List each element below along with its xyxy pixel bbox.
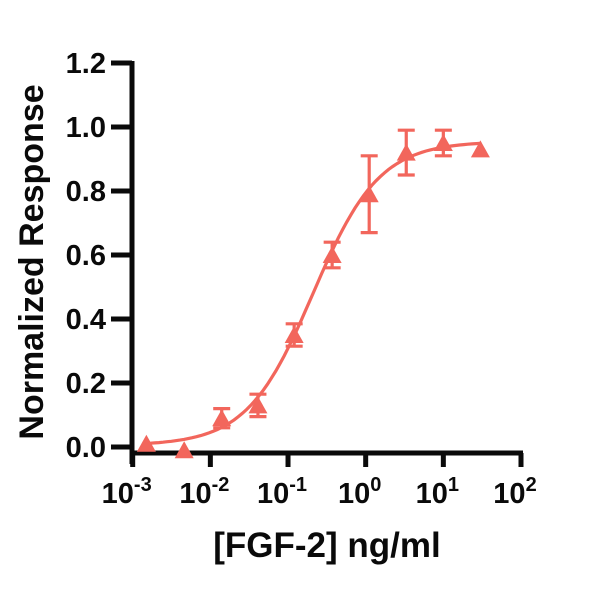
y-axis-title: Normalized Response	[13, 84, 51, 440]
x-tick-label: 100	[338, 474, 381, 510]
y-tick-label: 1.2	[66, 48, 106, 80]
x-tick-label: 10-1	[257, 474, 307, 510]
fit-curve	[146, 141, 481, 445]
x-tick-label: 10-3	[102, 474, 152, 510]
y-tick-label: 0.4	[66, 304, 106, 336]
x-tick-label: 10-2	[179, 474, 229, 510]
data-point-marker	[470, 140, 490, 158]
data-point-marker	[212, 409, 232, 427]
data-point-marker	[284, 326, 304, 343]
data-point-marker	[248, 396, 268, 414]
y-tick-label: 0.2	[66, 368, 106, 400]
data-point-marker	[433, 134, 453, 151]
data-point-marker	[396, 143, 416, 161]
x-tick-label: 102	[493, 474, 536, 510]
data-point-marker	[322, 246, 342, 263]
y-tick-label: 1.0	[66, 112, 106, 144]
data-point-marker	[136, 434, 156, 452]
x-axis-title: [FGF-2] ng/ml	[213, 526, 441, 565]
x-tick-label: 101	[416, 474, 459, 510]
y-tick-label: 0.8	[66, 176, 106, 208]
data-point-marker	[359, 185, 379, 203]
y-tick-label: 0.6	[66, 240, 106, 272]
y-tick-label: 0.0	[66, 432, 106, 464]
data-point-marker	[174, 441, 194, 459]
